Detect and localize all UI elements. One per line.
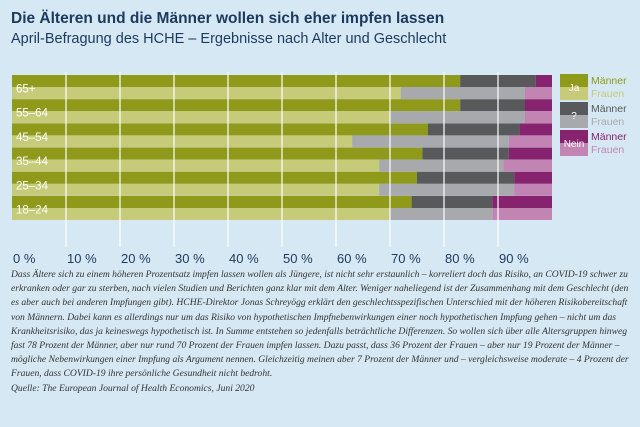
bar-maenner-nein (519, 123, 552, 136)
bar-frauen-ja (12, 183, 380, 196)
chart-subtitle: April-Befragung des HCHE – Ergebnisse na… (11, 31, 447, 47)
category-label: 18–24 (16, 205, 49, 217)
bar-maenner-ja (12, 123, 428, 136)
caption-text: Dass Ältere sich zu einem höheren Prozen… (11, 269, 629, 380)
legend-swatch-maenner (560, 102, 588, 115)
category-label: 55–64 (16, 108, 49, 120)
legend-frauen-label: Frauen (591, 88, 624, 100)
bar-frauen-ja (12, 111, 390, 124)
x-tick-label: 90 % (499, 251, 529, 265)
bar-frauen-unsicher (379, 159, 504, 172)
bar-frauen-nein (492, 208, 552, 220)
bar-maenner-unsicher (411, 196, 493, 208)
bar-maenner-ja (12, 171, 417, 184)
x-tick-label: 20 % (121, 251, 151, 265)
legend-group-label: Ja (569, 83, 580, 94)
category-label: 25–34 (16, 180, 49, 192)
bar-frauen-ja (12, 159, 380, 172)
legend-group-label: Nein (564, 139, 585, 150)
category-label: 35–44 (16, 156, 49, 168)
bar-frauen-unsicher (400, 87, 525, 99)
bar-maenner-unsicher (417, 171, 515, 184)
bar-maenner-nein (535, 75, 552, 87)
legend-swatch-maenner (560, 74, 588, 87)
legend-group-label: ? (571, 111, 577, 122)
bar-frauen-unsicher (352, 135, 509, 148)
chart-title: Die Älteren und die Männer wollen sich e… (11, 10, 445, 27)
source-note: Quelle: The European Journal of Health E… (11, 382, 255, 394)
bar-frauen-nein (503, 159, 552, 172)
bar-frauen-ja (12, 208, 390, 220)
legend-swatch-frauen (560, 143, 588, 156)
legend-maenner-label: Männer (591, 103, 627, 115)
x-tick-label: 10 % (67, 251, 97, 265)
x-tick-label: 0 % (13, 251, 36, 265)
legend-swatch-frauen (560, 87, 588, 100)
bar-maenner-nein (508, 147, 552, 160)
bar-frauen-nein (514, 183, 552, 196)
bar-maenner-ja (12, 196, 412, 208)
bar-maenner-nein (492, 196, 552, 208)
x-tick-label: 40 % (229, 251, 259, 265)
stacked-bar-chart: 65+ 55–64 45–54 35–44 25–34 18–24 0 % 10 % 20 % 3… (12, 72, 627, 265)
bar-frauen-nein (525, 87, 552, 99)
category-label: 65+ (16, 84, 36, 96)
x-tick-label: 80 % (445, 251, 475, 265)
bar-frauen-unsicher (390, 111, 525, 124)
x-tick-label: 50 % (283, 251, 313, 265)
legend-swatch-frauen (560, 115, 588, 128)
bar-maenner-ja (12, 99, 461, 112)
bar-maenner-unsicher (422, 147, 509, 160)
bar-frauen-unsicher (379, 183, 515, 196)
bar-maenner-nein (514, 171, 552, 184)
legend-swatch-maenner (560, 130, 588, 143)
legend-maenner-label: Männer (591, 131, 627, 143)
bar-frauen-unsicher (390, 208, 493, 220)
category-label: 45–54 (16, 132, 49, 144)
bar-frauen-nein (525, 111, 552, 124)
x-tick-label: 70 % (391, 251, 421, 265)
bar-frauen-ja (12, 135, 353, 148)
legend-maenner-label: Männer (591, 75, 627, 87)
bar-maenner-ja (12, 147, 423, 160)
bar-maenner-unsicher (460, 99, 525, 112)
x-tick-label: 30 % (175, 251, 205, 265)
bar-maenner-ja (12, 75, 461, 87)
caption-block: Dass Ältere sich zu einem höheren Prozen… (11, 268, 629, 396)
legend-frauen-label: Frauen (591, 144, 624, 156)
bar-frauen-ja (12, 87, 401, 99)
bar-maenner-unsicher (427, 123, 520, 136)
bar-maenner-nein (525, 99, 552, 112)
x-tick-label: 60 % (337, 251, 367, 265)
legend-frauen-label: Frauen (591, 116, 624, 128)
bar-frauen-nein (508, 135, 552, 148)
